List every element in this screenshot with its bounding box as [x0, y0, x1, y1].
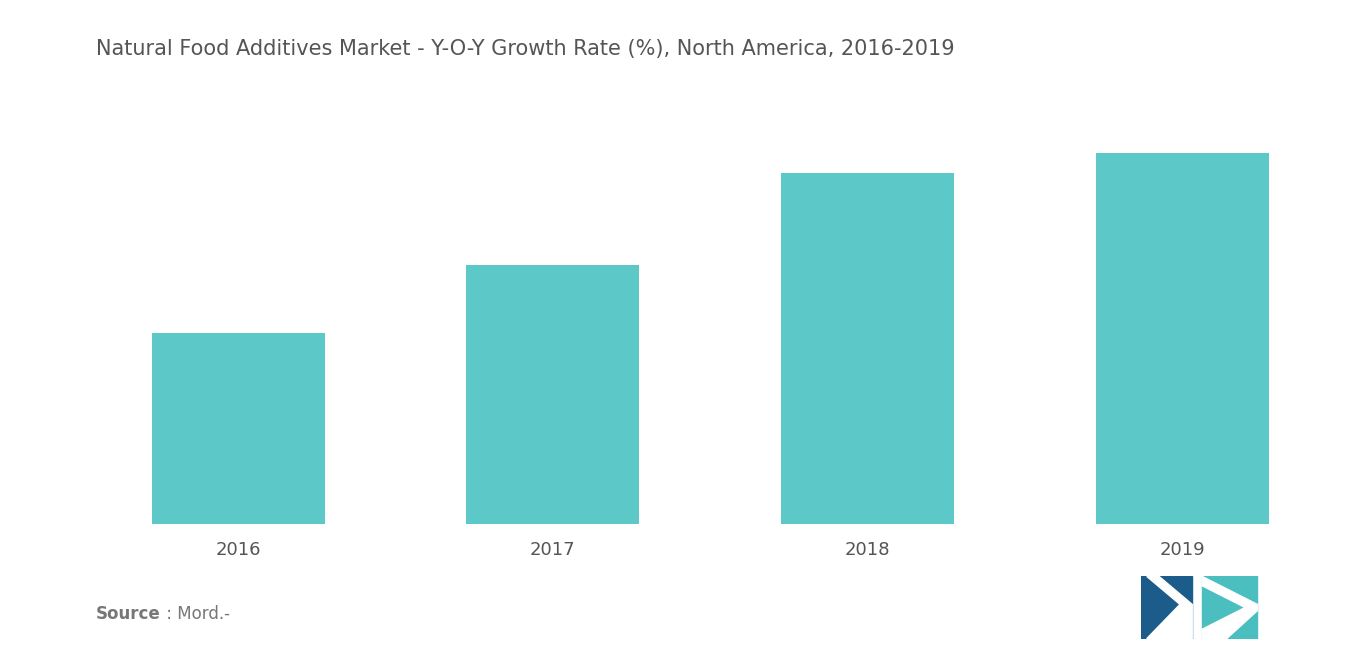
Text: Source: Source — [96, 605, 160, 623]
Bar — [466, 265, 639, 524]
Text: : Mord.-: : Mord.- — [161, 605, 231, 623]
Polygon shape — [1202, 576, 1257, 639]
Bar — [1096, 153, 1269, 524]
Polygon shape — [1146, 576, 1193, 639]
Bar — [781, 173, 955, 524]
Text: Natural Food Additives Market - Y-O-Y Growth Rate (%), North America, 2016-2019: Natural Food Additives Market - Y-O-Y Gr… — [96, 39, 955, 58]
Polygon shape — [1202, 576, 1257, 639]
Bar — [152, 333, 325, 524]
Polygon shape — [1141, 576, 1193, 639]
